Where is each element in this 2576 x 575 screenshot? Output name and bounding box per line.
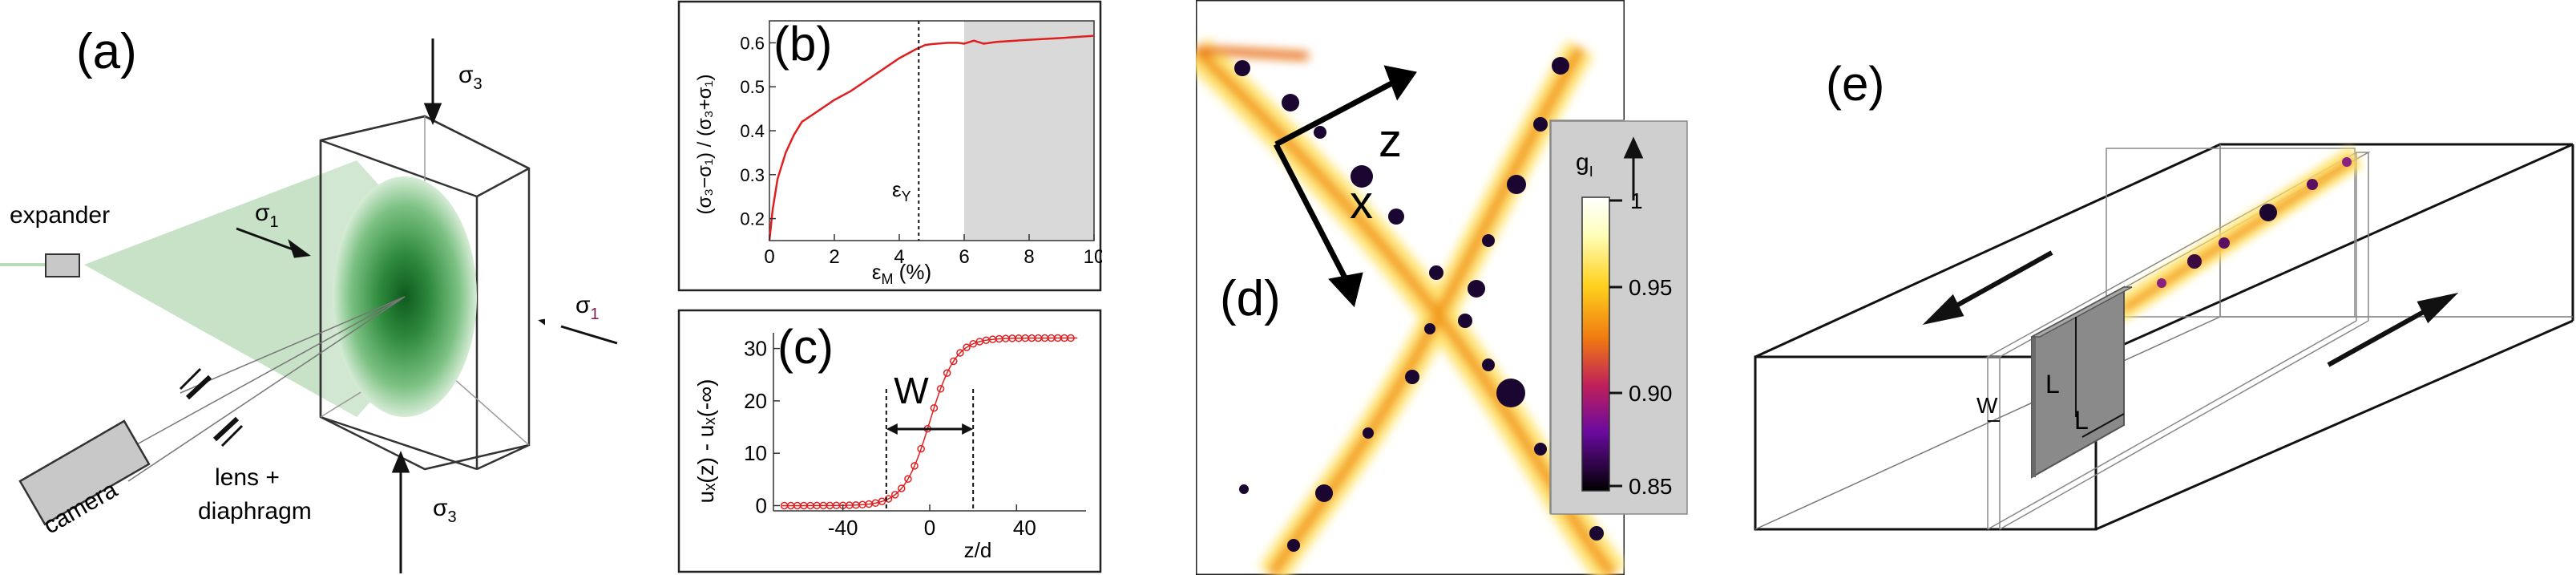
cb-tick-085: 0.85 bbox=[1629, 474, 1673, 499]
svg-text:σ1: σ1 bbox=[575, 292, 600, 323]
plastic-region bbox=[964, 21, 1094, 241]
b-ytick-0.2: 0.2 bbox=[740, 209, 765, 229]
shear-box bbox=[1754, 143, 2574, 531]
b-ytick-0.5: 0.5 bbox=[740, 77, 765, 97]
panel-e-label: (e) bbox=[1826, 57, 1884, 111]
c-ytick-0: 0 bbox=[756, 493, 767, 517]
panel-c-frame bbox=[677, 309, 1102, 573]
sigma1-right: σ1 bbox=[560, 292, 618, 345]
stress-arrows bbox=[236, 38, 545, 573]
c-point-23 bbox=[930, 403, 939, 412]
svg-text:σ3: σ3 bbox=[433, 495, 457, 526]
axes-arrows bbox=[1273, 65, 1417, 308]
lens-label: lens + bbox=[215, 464, 280, 491]
c-ytick-30: 30 bbox=[744, 337, 767, 361]
panel-b-chart: 0 2 4 6 8 10 0.2 0.3 0.4 0.5 0.6 (b) (σ₃−σ₁) / (σ₃… bbox=[677, 0, 1102, 292]
axis-x-label: x bbox=[1350, 176, 1373, 229]
e-label-w: W bbox=[1976, 393, 1998, 418]
svg-text:σ3: σ3 bbox=[458, 62, 482, 93]
c-point-19 bbox=[904, 475, 912, 484]
cb-tick-090: 0.90 bbox=[1629, 381, 1673, 406]
c-point-29 bbox=[969, 339, 977, 348]
b-xtick-8: 8 bbox=[1024, 246, 1034, 268]
c-ytick-20: 20 bbox=[744, 389, 767, 413]
shear-arrows bbox=[1922, 250, 2459, 367]
c-point-17 bbox=[890, 491, 899, 499]
panel-b-xlabel: εM (%) bbox=[872, 260, 931, 287]
expander-label: expander bbox=[10, 202, 110, 229]
c-point-25 bbox=[943, 369, 951, 377]
c-point-24 bbox=[936, 385, 945, 393]
shear-band-speckle bbox=[2109, 146, 2364, 323]
panel-b-epsilon-y: εY bbox=[892, 177, 911, 204]
panel-c-label: (c) bbox=[777, 320, 834, 374]
c-point-20 bbox=[910, 462, 919, 470]
b-xtick-0: 0 bbox=[764, 246, 774, 268]
b-ytick-0.3: 0.3 bbox=[740, 165, 765, 185]
e-label-l1: L bbox=[2045, 370, 2060, 399]
b-xtick-10: 10 bbox=[1084, 246, 1102, 268]
b-ytick-0.4: 0.4 bbox=[740, 121, 765, 141]
e-label-l2: L bbox=[2074, 406, 2089, 435]
colorbar-gradient bbox=[1581, 196, 1610, 492]
panel-c-xlabel: z/d bbox=[964, 538, 992, 562]
cb-tick-1: 1 bbox=[1630, 188, 1643, 213]
sample-block bbox=[2031, 285, 2133, 479]
c-point-18 bbox=[898, 484, 906, 492]
dark-spots bbox=[1234, 57, 1604, 552]
c-xtick--40: -40 bbox=[828, 516, 858, 540]
c-point-26 bbox=[950, 357, 958, 366]
colorbar-title: gI bbox=[1576, 149, 1593, 180]
panel-c-w-label: W bbox=[894, 370, 929, 411]
svg-text:σ1: σ1 bbox=[255, 200, 279, 231]
panel-d-label: (d) bbox=[1220, 271, 1281, 326]
b-xtick-4: 4 bbox=[894, 246, 904, 268]
panel-b-label: (b) bbox=[773, 17, 832, 71]
expander-box bbox=[45, 253, 80, 277]
panel-c-chart: -40 0 40 0 10 20 30 (c) uₓ(z) - uₓ(-∞) z/d W bbox=[677, 309, 1102, 573]
panel-a-label: (a) bbox=[76, 24, 137, 79]
c-point-27 bbox=[956, 349, 964, 357]
panel-e-diagram: (e) W bbox=[1754, 57, 2574, 531]
c-xtick-0: 0 bbox=[924, 516, 935, 540]
axis-z-label: z bbox=[1379, 115, 1402, 167]
panel-a-setup: (a) expander camera len bbox=[0, 24, 545, 573]
c-point-28 bbox=[963, 343, 971, 351]
lens-diaphragm bbox=[185, 375, 240, 442]
c-ytick-10: 10 bbox=[744, 441, 767, 465]
panel-c-ylabel: uₓ(z) - uₓ(-∞) bbox=[693, 379, 718, 504]
b-xtick-6: 6 bbox=[959, 246, 969, 268]
panel-d-colorbar: gI 1 0.95 0.90 0.85 bbox=[1550, 120, 1688, 515]
panel-b-ylabel: (σ₃−σ₁) / (σ₃+σ₁) bbox=[694, 75, 716, 215]
c-point-44 bbox=[1067, 334, 1075, 342]
c-xtick-40: 40 bbox=[1013, 516, 1036, 540]
b-ytick-0.6: 0.6 bbox=[740, 33, 765, 53]
c-point-21 bbox=[917, 444, 925, 453]
b-xtick-2: 2 bbox=[829, 246, 839, 268]
diaphragm-label: diaphragm bbox=[198, 498, 312, 524]
c-point-16 bbox=[884, 495, 893, 503]
camera-body bbox=[18, 419, 151, 526]
c-point-15 bbox=[878, 497, 886, 506]
stress-ratio-curve bbox=[768, 34, 1095, 241]
cb-tick-095: 0.95 bbox=[1629, 275, 1673, 300]
